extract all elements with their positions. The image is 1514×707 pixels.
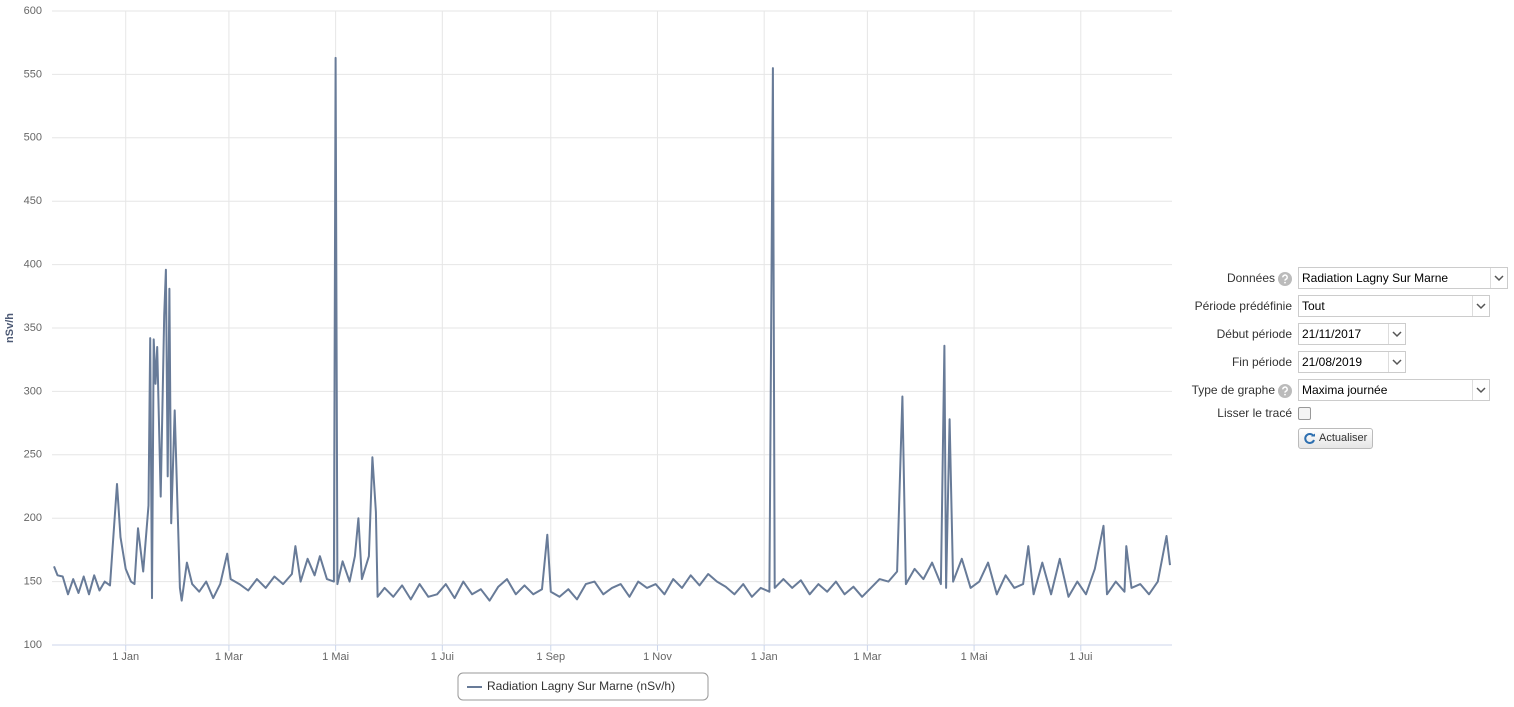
end-date-input[interactable]: 21/08/2019 xyxy=(1298,351,1406,373)
y-tick-label: 350 xyxy=(24,322,42,334)
x-tick-label: 1 Mai xyxy=(322,651,349,663)
start-date-input[interactable]: 21/11/2017 xyxy=(1298,323,1406,345)
x-tick-label: 1 Mai xyxy=(961,651,988,663)
y-tick-label: 550 xyxy=(24,68,42,80)
y-tick-label: 100 xyxy=(24,639,42,651)
dropdown-arrow xyxy=(1388,324,1402,344)
x-tick-label: 1 Jan xyxy=(751,651,778,663)
dropdown-arrow xyxy=(1388,352,1402,372)
dropdown-arrow xyxy=(1472,380,1486,400)
dropdown-arrow xyxy=(1472,296,1486,316)
y-tick-label: 200 xyxy=(24,512,42,524)
x-tick-label: 1 Mar xyxy=(215,651,243,663)
field-label: Période prédéfinie xyxy=(1194,299,1292,313)
dropdown-arrow xyxy=(1490,268,1504,288)
field-label: Lisser le tracé xyxy=(1217,406,1292,420)
x-tick-label: 1 Mar xyxy=(853,651,881,663)
y-tick-label: 150 xyxy=(24,576,42,588)
refresh-button[interactable]: Actualiser xyxy=(1298,428,1374,449)
legend-label[interactable]: Radiation Lagny Sur Marne (nSv/h) xyxy=(487,679,675,693)
field-label: Fin période xyxy=(1231,355,1292,369)
x-tick-label: 1 Jan xyxy=(112,651,139,663)
y-tick-label: 500 xyxy=(24,132,42,144)
data-line xyxy=(53,56,1171,602)
field-label: Type de graphe xyxy=(1192,379,1292,401)
y-tick-label: 250 xyxy=(24,449,42,461)
x-tick-label: 1 Sep xyxy=(536,651,565,663)
y-tick-label: 600 xyxy=(24,5,42,17)
x-tick-label: 1 Jui xyxy=(431,651,454,663)
smooth-checkbox[interactable] xyxy=(1298,407,1311,420)
y-tick-label: 450 xyxy=(24,195,42,207)
field-label: Début période xyxy=(1216,327,1292,341)
legend-box xyxy=(457,672,709,701)
chart: nSv/h 100 150 200 250 300 350 400 450 500 550 600 1… xyxy=(4,5,1172,701)
x-tick-label: 1 Nov xyxy=(643,651,672,663)
y-axis-label: nSv/h xyxy=(4,313,16,343)
y-tick-label: 400 xyxy=(24,259,42,271)
y-tick-label: 300 xyxy=(24,385,42,397)
data-select[interactable]: Radiation Lagny Sur Marne xyxy=(1298,267,1508,289)
help-icon[interactable] xyxy=(1278,383,1292,398)
field-label: Données xyxy=(1227,267,1292,289)
x-tick-label: 1 Jui xyxy=(1069,651,1092,663)
refresh-icon xyxy=(1304,433,1315,444)
help-icon[interactable] xyxy=(1278,271,1292,286)
graph-type-select[interactable]: Maxima journée xyxy=(1298,379,1490,401)
period-select[interactable]: Tout xyxy=(1298,295,1490,317)
